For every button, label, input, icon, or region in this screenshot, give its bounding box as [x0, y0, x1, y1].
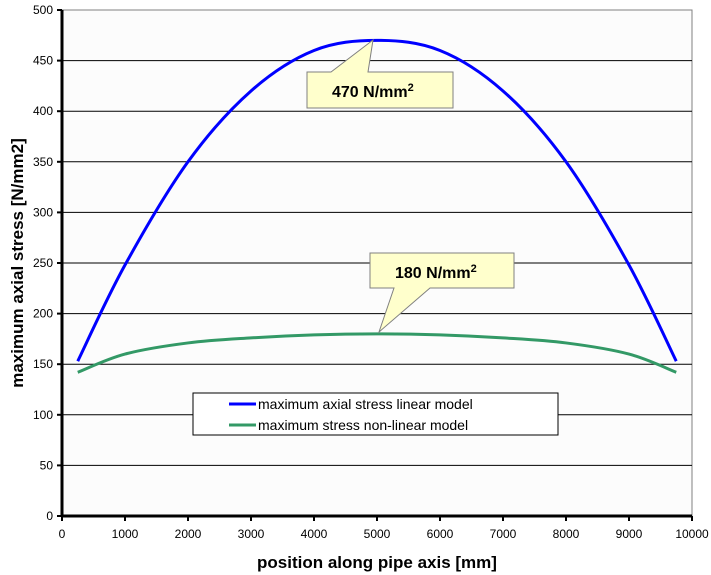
y-tick-label: 250 — [33, 256, 53, 270]
x-tick-label: 3000 — [238, 527, 265, 541]
y-tick-label: 300 — [33, 205, 53, 219]
y-tick-label: 500 — [33, 3, 53, 17]
x-tick-label: 10000 — [675, 527, 709, 541]
y-axis-title: maximum axial stress [N/mm2] — [8, 138, 27, 387]
x-tick-label: 4000 — [301, 527, 328, 541]
y-tick-label: 200 — [33, 307, 53, 321]
callout-peak-linear: 470 N/mm2 — [306, 38, 454, 109]
x-tick-label: 5000 — [364, 527, 391, 541]
y-tick-label: 150 — [33, 357, 53, 371]
y-tick-label: 0 — [46, 509, 53, 523]
x-tick-label: 8000 — [553, 527, 580, 541]
legend-label-linear: maximum axial stress linear model — [258, 396, 473, 412]
callout-linear-text: 470 N/mm2 — [332, 82, 414, 101]
y-tick-label: 350 — [33, 155, 53, 169]
x-axis-title: position along pipe axis [mm] — [257, 553, 497, 572]
data-series — [76, 38, 678, 374]
y-tick-label: 100 — [33, 408, 53, 422]
y-tick-label: 400 — [33, 104, 53, 118]
x-tick-label: 7000 — [490, 527, 517, 541]
callout-peak-nonlinear: 180 N/mm2 — [369, 252, 515, 334]
legend-label-nonlinear: maximum stress non-linear model — [258, 417, 468, 433]
x-tick-label: 0 — [59, 527, 66, 541]
series-linear-line — [76, 38, 678, 362]
x-tick-label: 6000 — [427, 527, 454, 541]
x-tick-label: 9000 — [616, 527, 643, 541]
y-tick-label: 50 — [40, 458, 54, 472]
y-tick-label: 450 — [33, 54, 53, 68]
legend: maximum axial stress linear model maximu… — [192, 392, 559, 436]
x-tick-label: 1000 — [112, 527, 139, 541]
callout-nonlinear-text: 180 N/mm2 — [395, 263, 477, 282]
x-tick-label: 2000 — [175, 527, 202, 541]
series-nonlinear-line — [77, 332, 677, 374]
gridlines — [62, 60, 692, 466]
x-axis-ticks: 0 1000 2000 3000 4000 5000 6000 7000 8000 9000 100… — [59, 516, 709, 541]
y-axis-ticks: 0 50 100 150 200 250 300 350 400 450 500 — [33, 3, 62, 523]
